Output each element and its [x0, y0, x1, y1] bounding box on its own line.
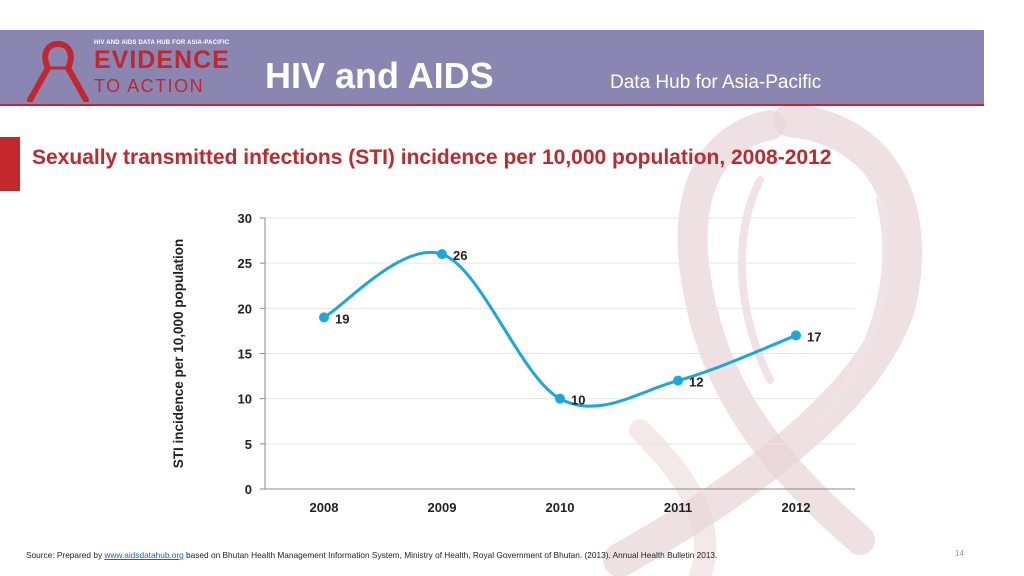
series-line	[323, 250, 797, 408]
x-tick-label: 2012	[782, 500, 811, 515]
y-tick-label: 15	[238, 347, 252, 362]
data-point	[673, 375, 683, 386]
y-tick-label: 20	[238, 301, 252, 316]
data-point	[437, 249, 447, 260]
title-accent-bar	[0, 137, 20, 191]
source-suffix: based on Bhutan Health Management Inform…	[183, 550, 718, 560]
y-axis-title: STI incidence per 10,000 population	[171, 239, 186, 469]
header-title: HIV and AIDS	[265, 55, 494, 96]
slide-title: Sexually transmitted infections (STI) in…	[32, 146, 832, 169]
logo-evidence: EVIDENCE	[94, 46, 230, 74]
y-tick-label: 0	[245, 482, 252, 497]
y-tick-label: 25	[238, 256, 252, 271]
x-tick-label: 2011	[664, 500, 692, 515]
data-label: 19	[335, 311, 349, 326]
page-number: 14	[955, 549, 964, 558]
data-point	[319, 312, 329, 323]
evidence-to-action-logo: HIV AND AIDS DATA HUB FOR ASIA-PACIFIC E…	[18, 36, 248, 102]
y-tick-label: 10	[238, 392, 252, 407]
x-tick-label: 2010	[546, 500, 575, 515]
logo-to-action: TO ACTION	[94, 76, 205, 96]
source-prefix: Source: Prepared by	[26, 550, 105, 560]
data-label: 12	[689, 375, 703, 390]
source-link[interactable]: www.aidsdatahub.org	[104, 550, 184, 560]
app-header: HIV AND AIDS DATA HUB FOR ASIA-PACIFIC E…	[0, 30, 984, 106]
x-tick-label: 2008	[310, 500, 339, 515]
data-label: 10	[571, 393, 585, 408]
header-subtitle: Data Hub for Asia-Pacific	[610, 72, 822, 93]
data-point	[791, 330, 801, 341]
source-note: Source: Prepared by www.aidsdatahub.org …	[26, 550, 717, 560]
data-label: 17	[807, 329, 821, 344]
y-tick-label: 5	[245, 437, 252, 452]
y-tick-label: 30	[238, 211, 252, 226]
data-point	[555, 393, 565, 404]
x-tick-label: 2009	[428, 500, 457, 515]
logo-tagline: HIV AND AIDS DATA HUB FOR ASIA-PACIFIC	[94, 40, 230, 46]
data-label: 26	[453, 248, 467, 263]
red-ribbon-icon	[27, 41, 89, 102]
